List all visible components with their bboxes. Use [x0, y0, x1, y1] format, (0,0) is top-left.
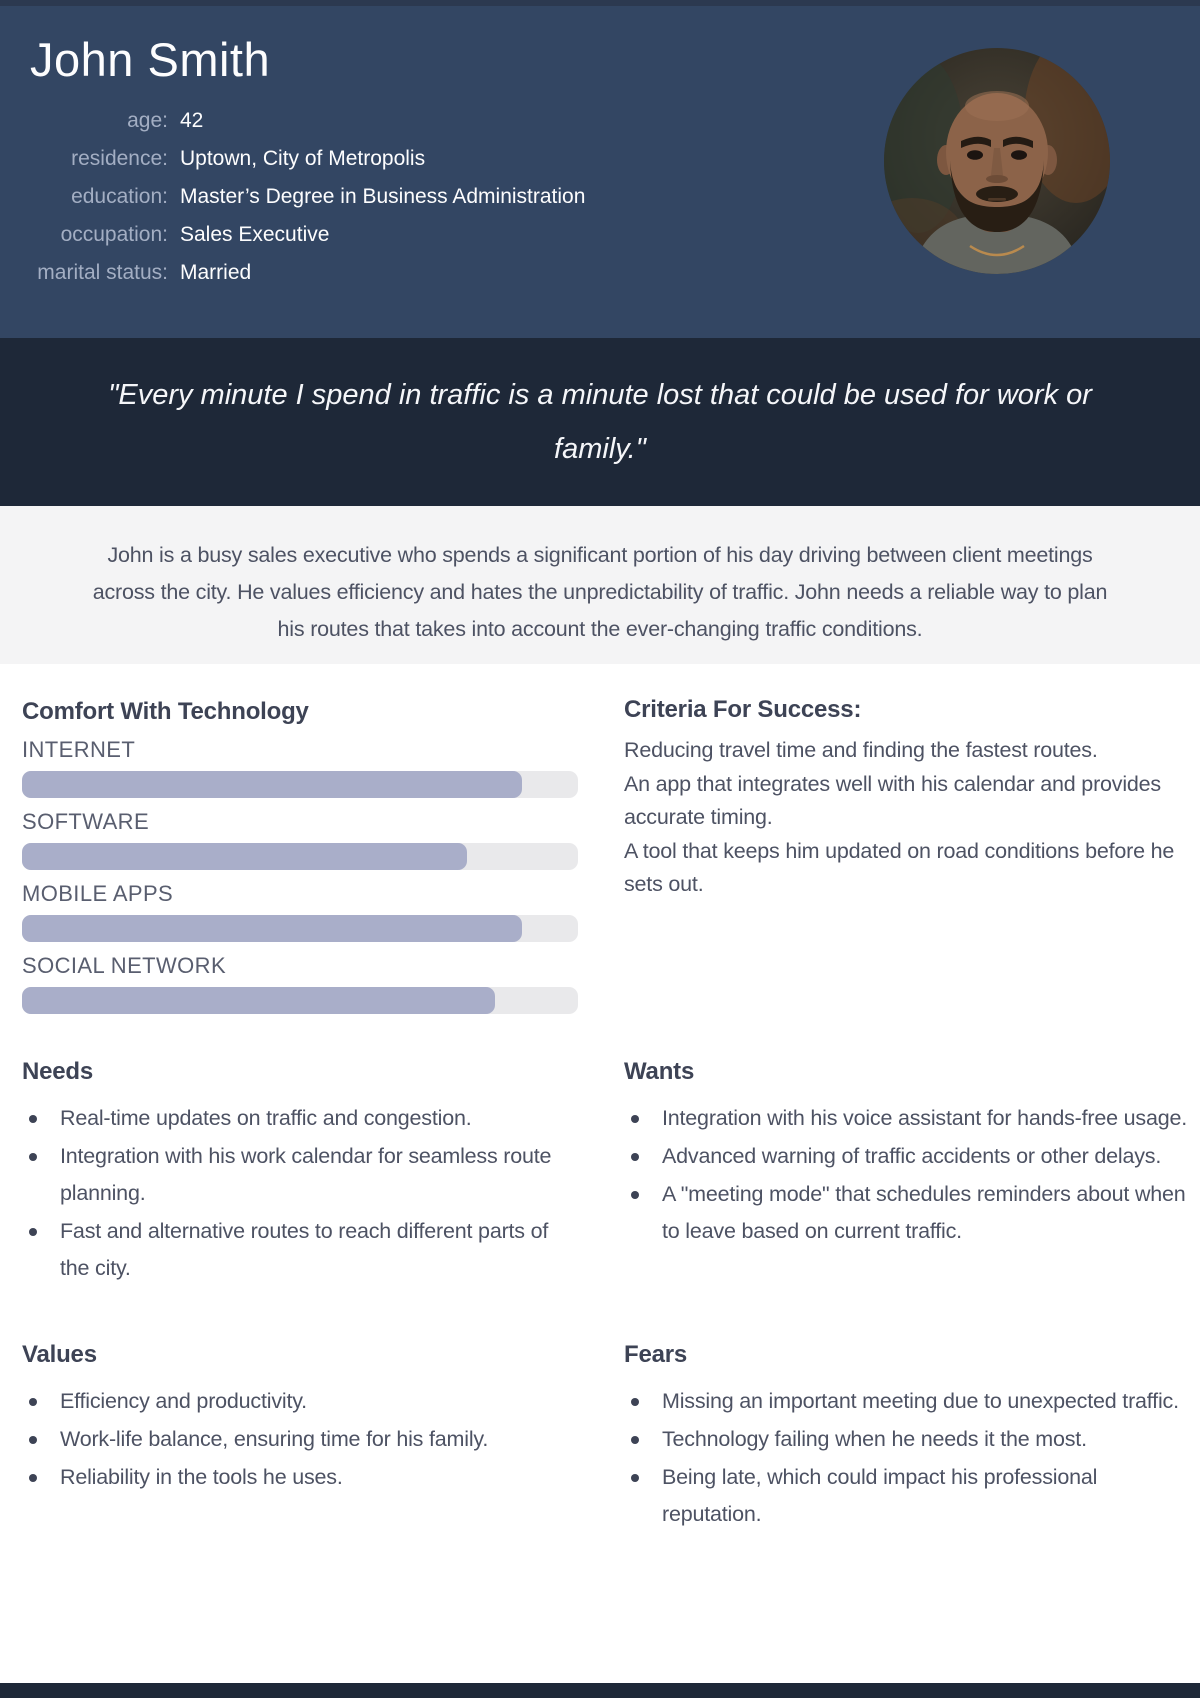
list-item-text: Technology failing when he needs it the …: [662, 1427, 1087, 1451]
list-item-text: Real-time updates on traffic and congest…: [60, 1106, 472, 1130]
skill-bar-label: SOFTWARE: [22, 809, 150, 834]
skill-bar-group: SOFTWARE: [22, 808, 578, 870]
list-item: Efficiency and productivity.: [22, 1383, 578, 1420]
bullet-icon: [29, 1436, 37, 1444]
bullet-icon: [29, 1153, 37, 1161]
list-item: Being late, which could impact his profe…: [624, 1459, 1192, 1533]
bullet-icon: [631, 1474, 639, 1482]
bullet-icon: [631, 1191, 639, 1199]
skill-bar-fill: [22, 771, 523, 798]
tech-bars: INTERNET SOFTWARE MOBILE APPS SOCIAL NETWOR…: [22, 736, 578, 1014]
attribute-label: residence:: [71, 147, 168, 170]
footer-accent-strip: [0, 1683, 1200, 1698]
section-heading: Needs: [22, 1058, 94, 1085]
skill-bar-label: SOCIAL NETWORK: [22, 953, 227, 978]
needs-list: Real-time updates on traffic and congest…: [22, 1100, 578, 1287]
persona-name: John Smith: [30, 33, 271, 86]
list-item: Fast and alternative routes to reach dif…: [22, 1213, 578, 1287]
list-item-text: Missing an important meeting due to unex…: [662, 1389, 1179, 1413]
attribute-value: Sales Executive: [180, 223, 330, 246]
bullet-icon: [29, 1474, 37, 1482]
header: John Smith age: 42 residence: Uptown, City …: [0, 6, 1200, 338]
bullet-icon: [631, 1398, 639, 1406]
section-criteria-for-success: Criteria For Success: Reducing travel ti…: [624, 696, 1190, 902]
list-item: Integration with his voice assistant for…: [624, 1100, 1192, 1137]
skill-bar-label: INTERNET: [22, 737, 136, 762]
list-item: Missing an important meeting due to unex…: [624, 1383, 1192, 1420]
skill-bar-track: [22, 771, 578, 798]
skill-bar-track: [22, 915, 578, 942]
list-item-text: Being late, which could impact his profe…: [662, 1465, 1098, 1526]
bullet-icon: [29, 1228, 37, 1236]
values-list: Efficiency and productivity. Work-life ba…: [22, 1383, 578, 1496]
skill-bar-fill: [22, 843, 467, 870]
list-item: A "meeting mode" that schedules reminder…: [624, 1176, 1192, 1250]
bullet-icon: [631, 1153, 639, 1161]
section-heading: Fears: [624, 1341, 688, 1368]
skill-bar-track: [22, 987, 578, 1014]
text-line: family.": [554, 433, 646, 465]
list-item-text: A "meeting mode" that schedules reminder…: [662, 1182, 1186, 1243]
bullet-icon: [29, 1398, 37, 1406]
attribute-value: Married: [180, 261, 252, 284]
list-item: Technology failing when he needs it the …: [624, 1421, 1192, 1458]
top-accent-strip: [0, 0, 1200, 6]
attribute-value: 42: [180, 109, 204, 132]
attribute-label: occupation:: [60, 223, 168, 246]
section-heading: Comfort With Technology: [22, 698, 309, 725]
fears-list: Missing an important meeting due to unex…: [624, 1383, 1192, 1533]
text-line: An app that integrates well with his cal…: [624, 771, 1161, 830]
bullet-icon: [29, 1115, 37, 1123]
criteria-text: Reducing travel time and finding the fas…: [624, 734, 1190, 902]
section-values: Values Efficiency and productivity. Work-…: [22, 1341, 578, 1497]
skill-bar-label: MOBILE APPS: [22, 881, 174, 906]
text-line: his routes that takes into account the e…: [277, 617, 923, 641]
list-item: Integration with his work calendar for s…: [22, 1138, 578, 1212]
skill-bar-group: SOCIAL NETWORK: [22, 952, 578, 1014]
section-heading: Values: [22, 1341, 97, 1368]
section-needs: Needs Real-time updates on traffic and c…: [22, 1058, 578, 1288]
list-item-text: Advanced warning of traffic accidents or…: [662, 1144, 1162, 1168]
bullet-icon: [631, 1115, 639, 1123]
text-line: "Every minute I spend in traffic is a mi…: [108, 379, 1092, 411]
section-heading: Criteria For Success:: [624, 696, 862, 723]
text-line: A tool that keeps him updated on road co…: [624, 838, 1175, 897]
list-item-text: Integration with his voice assistant for…: [662, 1106, 1187, 1130]
skill-bar-fill: [22, 915, 523, 942]
avatar-photo: [884, 48, 1110, 274]
attribute-label: age:: [127, 109, 168, 132]
skill-bar-track: [22, 843, 578, 870]
list-item: Real-time updates on traffic and congest…: [22, 1100, 578, 1137]
avatar-illustration: [884, 48, 1110, 274]
list-item-text: Reliability in the tools he uses.: [60, 1465, 343, 1489]
skill-bar-group: MOBILE APPS: [22, 880, 578, 942]
list-item: Work-life balance, ensuring time for his…: [22, 1421, 578, 1458]
text-line: Reducing travel time and finding the fas…: [624, 738, 1098, 762]
list-item: Reliability in the tools he uses.: [22, 1459, 578, 1496]
attribute-label: education:: [71, 185, 168, 208]
section-fears: Fears Missing an important meeting due t…: [624, 1341, 1192, 1534]
list-item-text: Fast and alternative routes to reach dif…: [60, 1219, 549, 1280]
section-wants: Wants Integration with his voice assista…: [624, 1058, 1192, 1251]
bullet-icon: [631, 1436, 639, 1444]
attribute-label: marital status:: [37, 261, 168, 284]
list-item: Advanced warning of traffic accidents or…: [624, 1138, 1192, 1175]
section-comfort-with-technology: Comfort With Technology INTERNET SOFTWARE…: [22, 698, 578, 1024]
skill-bar-fill: [22, 987, 495, 1014]
list-item-text: Work-life balance, ensuring time for his…: [60, 1427, 489, 1451]
list-item-text: Integration with his work calendar for s…: [60, 1144, 552, 1205]
attribute-value: Master’s Degree in Business Administrati…: [180, 185, 586, 208]
section-heading: Wants: [624, 1058, 695, 1085]
text-line: across the city. He values efficiency an…: [92, 580, 1108, 604]
persona-attributes: age: 42 residence: Uptown, City of Metropol…: [0, 102, 585, 292]
wants-list: Integration with his voice assistant for…: [624, 1100, 1192, 1250]
attribute-value: Uptown, City of Metropolis: [180, 147, 426, 170]
list-item-text: Efficiency and productivity.: [60, 1389, 307, 1413]
skill-bar-group: INTERNET: [22, 736, 578, 798]
text-line: John is a busy sales executive who spend…: [107, 543, 1093, 567]
persona-description: John is a busy sales executive who spend…: [0, 506, 1200, 664]
quote-banner: "Every minute I spend in traffic is a mi…: [0, 338, 1200, 506]
